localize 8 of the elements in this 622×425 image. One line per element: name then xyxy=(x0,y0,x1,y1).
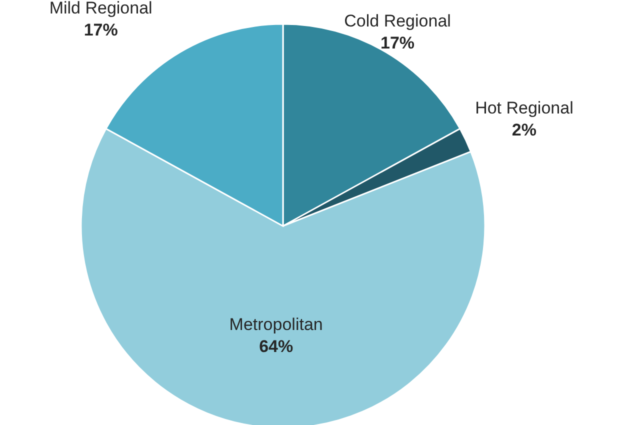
data-label: 17% xyxy=(84,20,118,40)
data-label: 64% xyxy=(259,336,294,356)
slice-label: Cold Regional xyxy=(344,11,451,30)
slice-label: Hot Regional xyxy=(475,98,574,118)
data-label: 2% xyxy=(512,120,536,140)
slice-label: Metropolitan xyxy=(229,314,323,334)
data-label: 17% xyxy=(380,33,415,52)
slice-label: Mild Regional xyxy=(49,0,152,18)
